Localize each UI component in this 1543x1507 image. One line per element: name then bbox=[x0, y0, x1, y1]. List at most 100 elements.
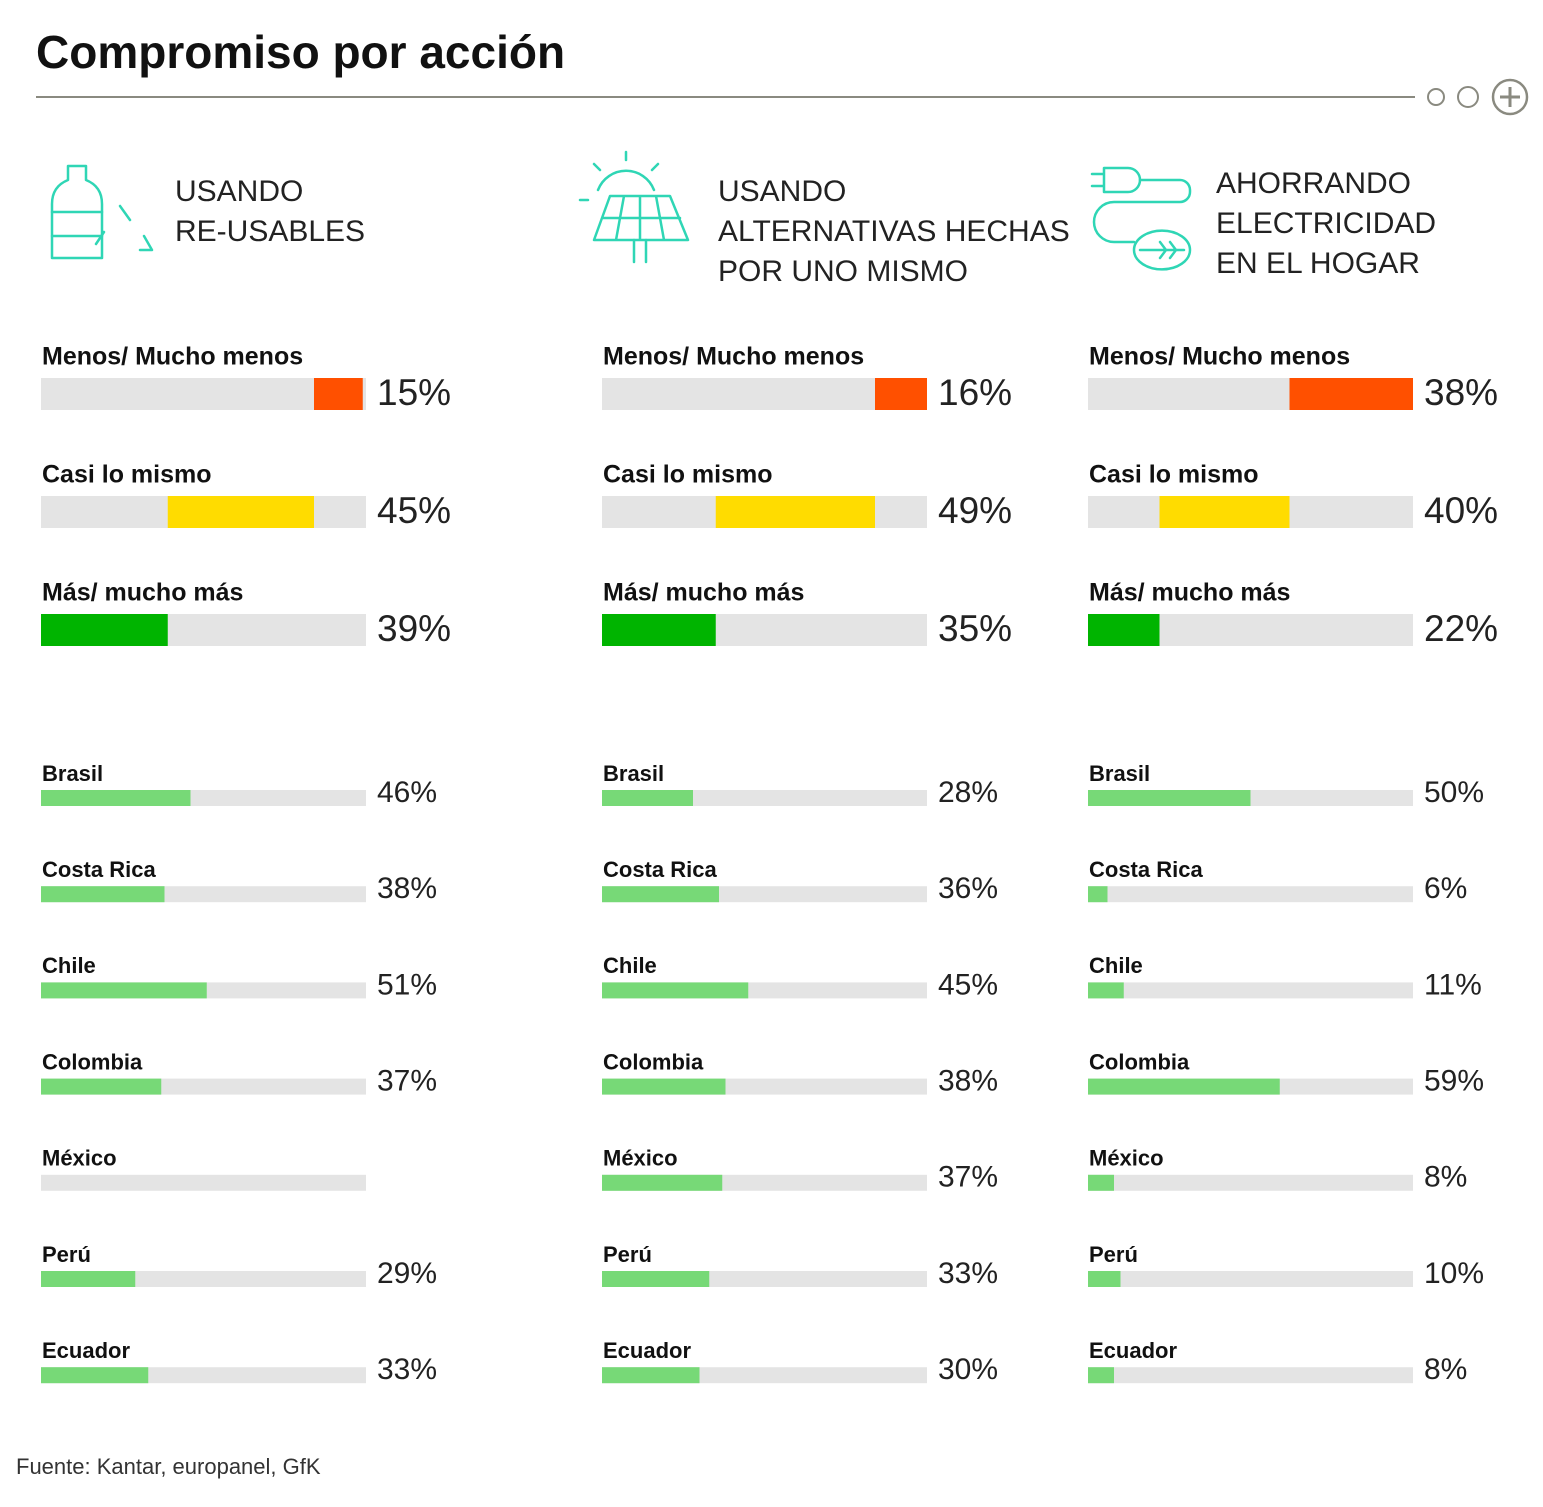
country-label: Costa Rica bbox=[603, 857, 717, 882]
summary-bar bbox=[314, 378, 363, 410]
value-label: 38% bbox=[938, 1065, 998, 1098]
bar bbox=[1088, 982, 1124, 999]
track bbox=[1088, 1367, 1413, 1384]
summary-label: Más/ mucho más bbox=[1089, 579, 1290, 607]
summary-label: Menos/ Mucho menos bbox=[42, 343, 303, 371]
value-label: 37% bbox=[938, 1161, 998, 1194]
summary-bar bbox=[1289, 378, 1413, 410]
bar bbox=[602, 1078, 726, 1095]
value-label: 15% bbox=[377, 372, 451, 413]
dot bbox=[1457, 86, 1479, 108]
country-label: Perú bbox=[603, 1242, 652, 1267]
bar bbox=[1088, 1271, 1121, 1287]
value-label: 36% bbox=[938, 872, 998, 905]
value-label: 59% bbox=[1424, 1065, 1484, 1098]
bar bbox=[602, 982, 749, 999]
bar bbox=[1088, 886, 1108, 903]
country-label: Brasil bbox=[603, 761, 664, 786]
country-label: Perú bbox=[1089, 1242, 1138, 1267]
heading-line: RE-USABLES bbox=[175, 215, 365, 248]
dot bbox=[1427, 88, 1445, 106]
track bbox=[1088, 982, 1413, 999]
value-label: 45% bbox=[377, 490, 451, 531]
track bbox=[1088, 1174, 1413, 1191]
summary-label: Menos/ Mucho menos bbox=[603, 343, 864, 371]
bar bbox=[602, 1174, 723, 1191]
country-label: Costa Rica bbox=[1089, 857, 1203, 882]
value-label: 8% bbox=[1424, 1161, 1467, 1194]
heading-line: USANDO bbox=[718, 175, 846, 208]
country-label: Brasil bbox=[42, 761, 103, 786]
solar-icon bbox=[578, 150, 690, 264]
country-label: Chile bbox=[42, 953, 96, 978]
country-label: Chile bbox=[1089, 953, 1143, 978]
value-label: 38% bbox=[1424, 372, 1498, 413]
value-label: 33% bbox=[938, 1257, 998, 1290]
summary-label: Menos/ Mucho menos bbox=[1089, 343, 1350, 371]
country-label: Costa Rica bbox=[42, 857, 156, 882]
summary-bar bbox=[167, 496, 314, 528]
summary-bar bbox=[1088, 614, 1160, 646]
value-label: 16% bbox=[938, 372, 1012, 413]
summary-label: Casi lo mismo bbox=[42, 461, 212, 489]
country-label: México bbox=[42, 1146, 117, 1171]
value-label: 51% bbox=[377, 968, 437, 1001]
country-label: Brasil bbox=[1089, 761, 1150, 786]
bottle-icon bbox=[50, 164, 154, 260]
bar bbox=[41, 1078, 162, 1095]
summary-bar bbox=[41, 614, 168, 646]
bar bbox=[41, 1367, 149, 1384]
bar bbox=[1088, 1078, 1280, 1095]
summary-label: Más/ mucho más bbox=[603, 579, 804, 607]
heading-line: USANDO bbox=[175, 175, 303, 208]
country-label: México bbox=[1089, 1146, 1164, 1171]
bar bbox=[41, 1271, 136, 1287]
country-label: Colombia bbox=[42, 1049, 143, 1074]
value-label: 38% bbox=[377, 872, 437, 905]
bar bbox=[1088, 1367, 1114, 1384]
country-label: México bbox=[603, 1146, 678, 1171]
track bbox=[41, 1174, 366, 1191]
value-label: 40% bbox=[1424, 490, 1498, 531]
value-label: 10% bbox=[1424, 1257, 1484, 1290]
bar bbox=[602, 1367, 700, 1384]
value-label: 49% bbox=[938, 490, 1012, 531]
bar bbox=[41, 982, 207, 999]
value-label: 11% bbox=[1424, 968, 1482, 1001]
value-label: 46% bbox=[377, 776, 437, 809]
value-label: 28% bbox=[938, 776, 998, 809]
country-label: Ecuador bbox=[603, 1338, 691, 1363]
value-label: 35% bbox=[938, 608, 1012, 649]
value-label: 8% bbox=[1424, 1353, 1467, 1386]
summary-bar bbox=[602, 614, 716, 646]
value-label: 22% bbox=[1424, 608, 1498, 649]
track bbox=[1088, 886, 1413, 903]
heading-line: EN EL HOGAR bbox=[1216, 247, 1420, 280]
bar bbox=[41, 886, 165, 903]
country-label: Colombia bbox=[603, 1049, 704, 1074]
track bbox=[602, 378, 927, 410]
bar bbox=[602, 886, 719, 903]
title: Compromiso por acción bbox=[36, 26, 565, 78]
heading-line: POR UNO MISMO bbox=[718, 255, 968, 288]
country-label: Ecuador bbox=[42, 1338, 130, 1363]
value-label: 30% bbox=[938, 1353, 998, 1386]
summary-bar bbox=[1159, 496, 1290, 528]
value-label: 33% bbox=[377, 1353, 437, 1386]
plug-icon bbox=[1090, 166, 1192, 271]
track bbox=[1088, 1271, 1413, 1287]
summary-bar bbox=[875, 378, 927, 410]
summary-label: Casi lo mismo bbox=[1089, 461, 1259, 489]
summary-label: Más/ mucho más bbox=[42, 579, 243, 607]
track bbox=[41, 378, 366, 410]
country-label: Chile bbox=[603, 953, 657, 978]
bar bbox=[602, 790, 693, 806]
heading-line: ELECTRICIDAD bbox=[1216, 207, 1436, 240]
value-label: 50% bbox=[1424, 776, 1484, 809]
value-label: 39% bbox=[377, 608, 451, 649]
value-label: 37% bbox=[377, 1065, 437, 1098]
summary-label: Casi lo mismo bbox=[603, 461, 773, 489]
summary-bar bbox=[715, 496, 875, 528]
bar bbox=[602, 1271, 710, 1287]
country-label: Ecuador bbox=[1089, 1338, 1177, 1363]
